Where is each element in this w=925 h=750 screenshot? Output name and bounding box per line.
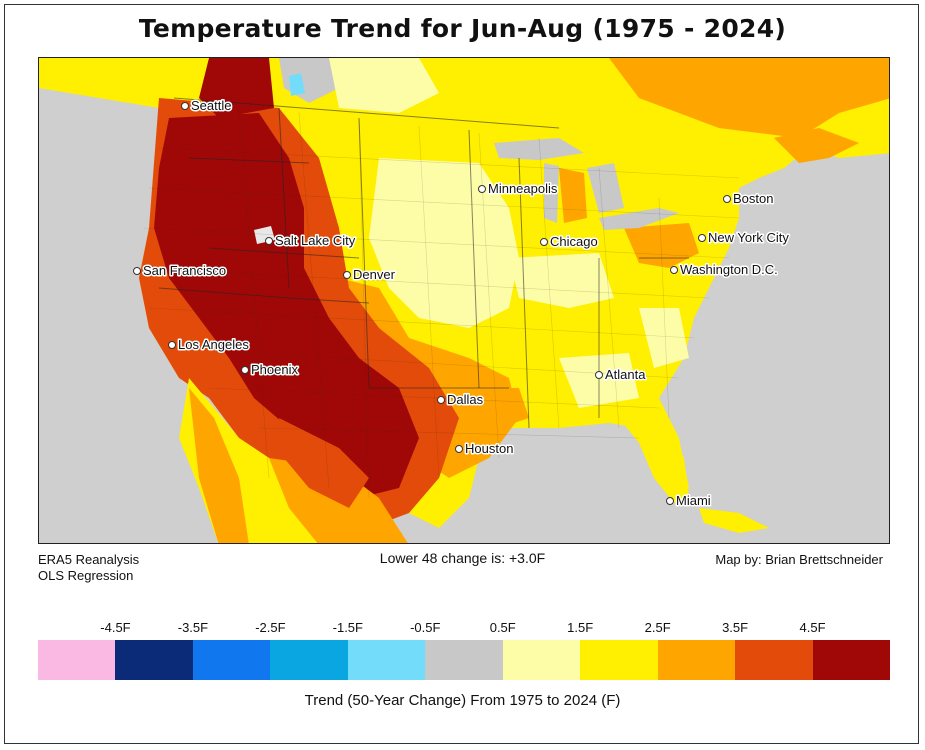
mexico-red xyxy=(279,418,369,508)
city-label: Seattle xyxy=(191,98,231,113)
legend-tick-label: -2.5F xyxy=(255,620,286,635)
baja-orange xyxy=(189,388,249,543)
legend-tick-label: -3.5F xyxy=(177,620,209,635)
figure-frame xyxy=(4,4,919,744)
canada-orange-quebec xyxy=(774,128,859,163)
legend-tick-label: 4.5F xyxy=(799,620,826,635)
central-pale-band xyxy=(369,158,519,328)
city-marker xyxy=(670,266,678,274)
lake-erie-ontario xyxy=(599,208,679,230)
city-marker xyxy=(343,271,351,279)
lake-michigan xyxy=(544,163,559,223)
city-marker xyxy=(595,371,603,379)
lake-huron xyxy=(587,163,624,213)
city-label: Atlanta xyxy=(605,367,646,382)
florida xyxy=(619,418,689,503)
city-marker xyxy=(241,366,249,374)
legend-swatch xyxy=(812,640,890,680)
map-title: Temperature Trend for Jun-Aug (1975 - 20… xyxy=(138,14,787,43)
canada-pale-north xyxy=(329,58,439,113)
west-deepred xyxy=(154,113,419,498)
gulf-coast-orange xyxy=(479,388,529,428)
city-marker xyxy=(698,234,706,242)
city-label: Boston xyxy=(733,191,773,206)
legend-tick-label: 0.5F xyxy=(489,620,516,635)
michigan-orange xyxy=(559,168,587,223)
legend-tick-label: 2.5F xyxy=(644,620,671,635)
data-source-note: ERA5 Reanalysis OLS Regression xyxy=(38,552,139,584)
source-line-1: ERA5 Reanalysis xyxy=(38,552,140,567)
city-label: Denver xyxy=(353,267,396,282)
credit-note: Map by: Brian Brettschneider xyxy=(715,552,883,567)
city-marker xyxy=(181,102,189,110)
legend-swatch xyxy=(735,640,813,680)
city-label: Los Angeles xyxy=(178,337,249,352)
legend-swatch xyxy=(580,640,658,680)
legend-tick-label: 1.5F xyxy=(567,620,594,635)
city-label: New York City xyxy=(708,230,789,245)
city-marker xyxy=(133,267,141,275)
city-label: Minneapolis xyxy=(488,181,558,196)
city-label: Washington D.C. xyxy=(680,262,778,277)
state-borders xyxy=(158,97,689,429)
legend-swatch xyxy=(425,640,503,680)
legend-swatch xyxy=(115,640,193,680)
city-label: San Francisco xyxy=(143,263,226,278)
legend-tick-label: -4.5F xyxy=(100,620,131,635)
map-panel: Seattle San Francisco Los Angeles Phoenix Sa… xyxy=(38,57,890,544)
city-label: Dallas xyxy=(447,392,484,407)
lake-superior xyxy=(494,138,584,160)
source-line-2: OLS Regression xyxy=(38,568,134,583)
legend-tick-labels: -4.5F -3.5F -2.5F -1.5F -0.5F 0.5F 1.5F 2.5F 3.5… xyxy=(38,620,890,638)
legend-swatch xyxy=(270,640,348,680)
city-marker xyxy=(437,396,445,404)
city-label: Salt Lake City xyxy=(275,233,356,248)
city-marker xyxy=(666,497,674,505)
color-legend xyxy=(38,640,890,680)
city-label: Chicago xyxy=(550,234,598,249)
legend-tick-label: 3.5F xyxy=(722,620,749,635)
pnw-deepred xyxy=(199,58,274,118)
county-grid xyxy=(138,107,740,499)
summary-note: Lower 48 change is: +3.0F xyxy=(379,550,546,566)
city-marker xyxy=(540,238,548,246)
legend-swatch xyxy=(192,640,271,680)
caribbean-islands xyxy=(699,508,769,533)
mid-atlantic-orange xyxy=(624,223,699,268)
ohio-valley-pale xyxy=(509,253,614,308)
city-label: Houston xyxy=(465,441,513,456)
legend-swatch xyxy=(502,640,581,680)
city-marker xyxy=(723,195,731,203)
legend-swatch xyxy=(38,640,116,680)
legend-tick-label: -0.5F xyxy=(410,620,441,635)
city-marker xyxy=(478,185,486,193)
city-label: Miami xyxy=(676,493,711,508)
canada-orange-east xyxy=(609,58,889,138)
mid-atlantic-pale xyxy=(639,308,689,368)
city-marker xyxy=(168,341,176,349)
city-label: Phoenix xyxy=(251,362,298,377)
trend-map xyxy=(39,58,889,543)
legend-title: Trend (50-Year Change) From 1975 to 2024… xyxy=(304,692,621,709)
canada-lightblue-spot xyxy=(289,73,305,96)
legend-swatch xyxy=(657,640,736,680)
legend-swatch xyxy=(347,640,426,680)
city-marker xyxy=(265,237,273,245)
legend-tick-label: -1.5F xyxy=(332,620,363,635)
city-marker xyxy=(455,445,463,453)
